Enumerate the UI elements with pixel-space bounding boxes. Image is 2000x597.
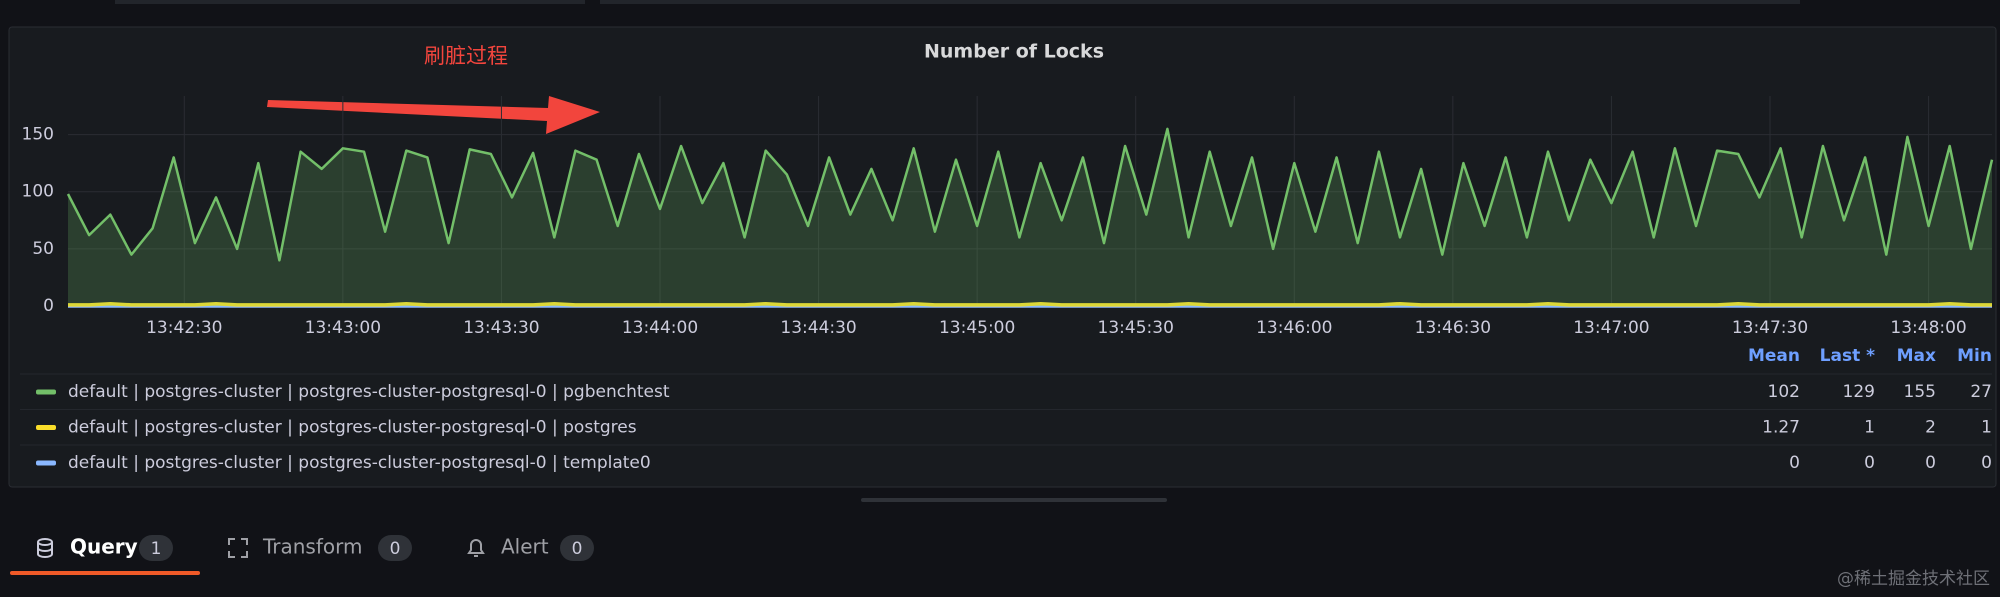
x-tick-label: 13:45:30 [1098,318,1174,338]
x-tick-label: 13:48:00 [1890,318,1966,338]
legend-stat: 0 [1981,453,1992,473]
tab-icon [37,542,53,558]
x-tick-label: 13:46:00 [1256,318,1332,338]
legend-label[interactable]: default | postgres-cluster | postgres-cl… [68,418,637,438]
watermark: @稀土掘金技术社区 [1837,569,1990,589]
x-tick-label: 13:43:30 [463,318,539,338]
active-tab-underline [10,571,200,575]
tabs: Query 1 Transform 0 Alert 0 [37,535,594,561]
x-tick-label: 13:47:30 [1732,318,1808,338]
x-tick-label: 13:44:00 [622,318,698,338]
legend-stat: 0 [1789,453,1800,473]
tab-badge [378,535,412,561]
splitter [861,498,1167,502]
legend-stat: 102 [1768,382,1800,402]
x-tick-label: 13:42:30 [146,318,222,338]
annotation: 刷脏过程 [424,44,508,68]
legend-column-header[interactable]: Last * [1820,346,1875,366]
legend-stat: 0 [1925,453,1936,473]
series-line [68,301,1992,307]
legend-stat: 129 [1843,382,1875,402]
x-tick-label: 13:45:00 [939,318,1015,338]
top-bar [1100,0,1800,4]
tab-count: 0 [390,539,401,559]
tab-icon [228,538,248,558]
y-tick-label: 50 [32,239,54,259]
legend-label[interactable]: default | postgres-cluster | postgres-cl… [68,453,651,473]
y-tick-label: 150 [22,125,54,145]
top-bar [600,0,1440,4]
legend-stat: 27 [1970,382,1992,402]
panel-title: Number of Locks [924,41,1104,63]
x-tick-label: 13:47:00 [1573,318,1649,338]
annotation-arrow [267,96,600,134]
legend-label[interactable]: default | postgres-cluster | postgres-cl… [68,382,670,402]
legend-swatch [36,425,56,430]
tab-badge [560,535,594,561]
legend-stat: 2 [1925,418,1936,438]
legend-column-header[interactable]: Mean [1748,346,1800,366]
legend-stat: 155 [1904,382,1936,402]
legend-swatch [36,389,56,395]
x-tick-label: 13:44:30 [780,318,856,338]
legend-stat: 1.27 [1762,418,1800,438]
tab-icon [467,539,485,557]
legend-stat: 1 [1864,418,1875,438]
y-tick-label: 0 [43,296,54,316]
legend-stat: 1 [1981,418,1992,438]
x-tick-label: 13:43:00 [305,318,381,338]
top-bar [115,0,585,4]
tab-badge [139,535,173,561]
y-tick-label: 100 [22,182,54,202]
area-fill [68,128,1992,306]
tab-count: 0 [572,539,583,559]
legend-column-header[interactable]: Max [1897,346,1936,366]
legend: Mean Last * Max Min default | postgres-clust… [20,346,1992,473]
tab-label[interactable]: Alert [501,535,549,559]
x-tick-label: 13:46:30 [1415,318,1491,338]
legend-stat: 0 [1864,453,1875,473]
tab-count: 1 [151,539,162,559]
panel [8,26,1997,488]
plot: 0 50 100 150 13:42:30 13:43:00 13:43:30 13:44:0… [22,96,1994,338]
legend-column-header[interactable]: Min [1957,346,1992,366]
legend-swatch [36,460,56,466]
tab-label[interactable]: Query [70,535,138,559]
tab-label[interactable]: Transform [262,535,362,559]
series-line [66,127,1994,262]
